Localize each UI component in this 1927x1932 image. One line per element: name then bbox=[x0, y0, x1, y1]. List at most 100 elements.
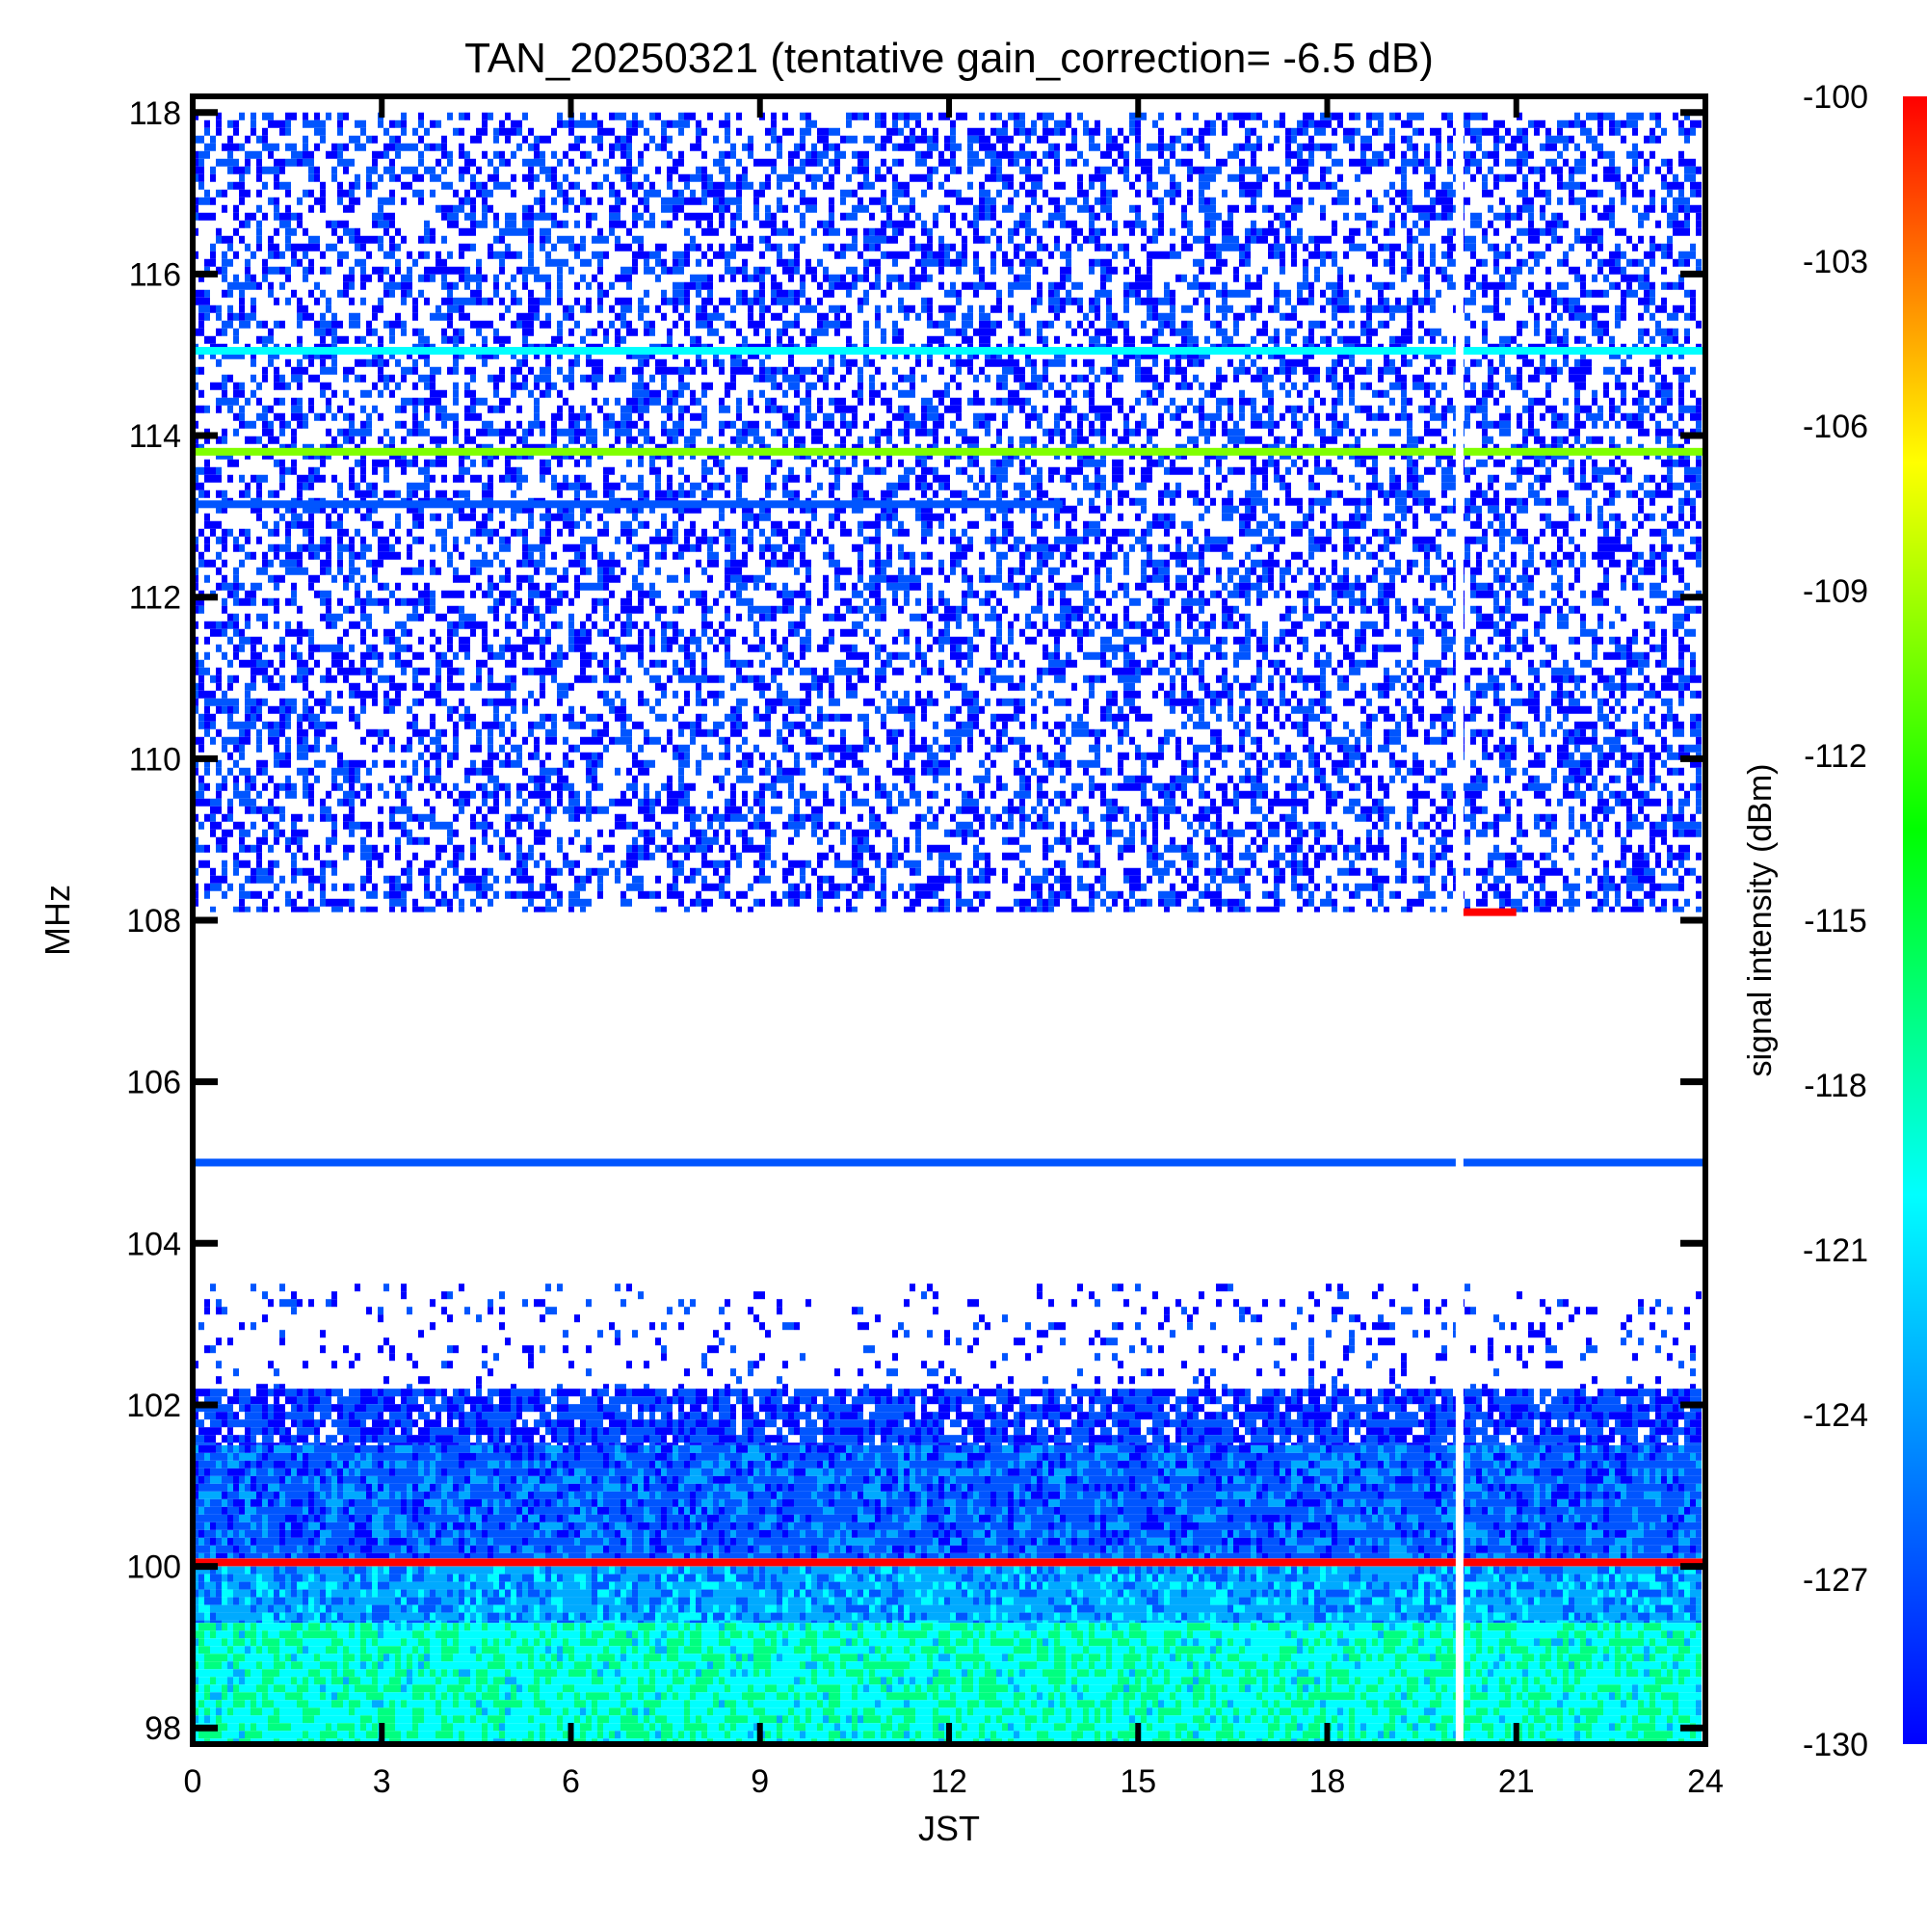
heat-cell bbox=[892, 329, 898, 336]
heat-cell bbox=[1638, 406, 1644, 413]
heat-cell bbox=[1181, 221, 1187, 228]
heat-cell bbox=[644, 128, 649, 136]
heat-cell bbox=[233, 398, 239, 406]
heat-cell bbox=[1563, 329, 1569, 336]
heat-cell bbox=[1632, 159, 1638, 167]
heat-cell bbox=[216, 305, 222, 313]
heat-cell bbox=[1100, 267, 1106, 275]
heat-cell bbox=[1222, 236, 1227, 244]
heat-cell bbox=[1638, 329, 1644, 336]
heat-cell bbox=[973, 205, 979, 213]
heat-cell bbox=[1493, 144, 1499, 151]
heat-cell bbox=[586, 359, 592, 367]
heat-cell bbox=[1650, 190, 1655, 198]
heat-cell bbox=[1372, 236, 1378, 244]
heat-cell bbox=[1349, 359, 1355, 367]
heat-cell bbox=[378, 213, 383, 221]
heat-cell bbox=[1216, 321, 1222, 329]
heat-cell bbox=[777, 282, 782, 290]
heat-cell bbox=[1251, 182, 1256, 190]
heat-cell bbox=[649, 267, 655, 275]
heat-cell bbox=[1251, 167, 1256, 174]
heat-cell bbox=[1308, 367, 1314, 375]
heat-cell bbox=[777, 429, 782, 437]
heat-cell bbox=[511, 221, 516, 228]
heat-cell bbox=[944, 174, 950, 182]
heat-cell bbox=[1482, 190, 1488, 198]
heat-cell bbox=[979, 182, 985, 190]
heat-cell bbox=[441, 267, 447, 275]
heat-cell bbox=[829, 421, 834, 429]
heat-cell bbox=[661, 244, 667, 251]
heat-cell bbox=[1037, 182, 1043, 190]
heat-cell bbox=[794, 267, 800, 275]
heat-cell bbox=[777, 151, 782, 159]
heat-cell bbox=[592, 159, 597, 167]
heat-cell bbox=[944, 383, 950, 390]
heat-cell bbox=[314, 113, 320, 120]
heat-cell bbox=[464, 190, 470, 198]
heat-cell bbox=[563, 221, 568, 228]
heat-cell bbox=[1129, 406, 1135, 413]
heat-cell bbox=[840, 413, 846, 421]
heat-cell bbox=[1216, 413, 1222, 421]
heat-cell bbox=[545, 375, 551, 383]
heat-cell bbox=[846, 267, 852, 275]
heat-cell bbox=[875, 113, 881, 120]
heat-cell bbox=[1210, 390, 1216, 398]
heat-cell bbox=[615, 429, 620, 437]
heat-cell bbox=[389, 190, 395, 198]
heat-cell bbox=[1314, 367, 1320, 375]
heat-cell bbox=[644, 290, 649, 298]
heat-cell bbox=[829, 290, 834, 298]
heat-cell bbox=[1008, 398, 1014, 406]
heat-cell bbox=[389, 290, 395, 298]
heat-cell bbox=[1054, 120, 1060, 128]
heat-cell bbox=[1482, 275, 1488, 282]
heat-cell bbox=[378, 151, 383, 159]
heat-cell bbox=[1499, 251, 1505, 259]
heat-cell bbox=[1609, 267, 1615, 275]
heat-cell bbox=[1008, 236, 1014, 244]
heat-cell bbox=[447, 413, 453, 421]
heat-cell bbox=[1089, 298, 1095, 305]
heat-cell bbox=[996, 167, 1002, 174]
heat-cell bbox=[950, 259, 956, 267]
heat-cell bbox=[262, 413, 268, 421]
heat-cell bbox=[464, 275, 470, 282]
heat-cell bbox=[644, 144, 649, 151]
heat-cell bbox=[1204, 282, 1210, 290]
heat-cell bbox=[1684, 259, 1690, 267]
heat-cell bbox=[1696, 182, 1702, 190]
heat-cell bbox=[1262, 329, 1268, 336]
heat-cell bbox=[1251, 198, 1256, 205]
heat-cell bbox=[395, 244, 401, 251]
heat-cell bbox=[366, 182, 372, 190]
heat-cell bbox=[632, 236, 638, 244]
heat-cell bbox=[1563, 336, 1569, 344]
heat-cell bbox=[470, 136, 476, 144]
heat-cell bbox=[1366, 305, 1372, 313]
heat-cell bbox=[1551, 159, 1557, 167]
heat-cell bbox=[1684, 198, 1690, 205]
heat-cell bbox=[910, 198, 915, 205]
heat-cell bbox=[1569, 305, 1574, 313]
heat-cell bbox=[378, 221, 383, 228]
heat-cell bbox=[1349, 275, 1355, 282]
heat-cell bbox=[1106, 390, 1112, 398]
heat-cell bbox=[1245, 236, 1251, 244]
heat-cell bbox=[1517, 383, 1522, 390]
heat-cell bbox=[482, 359, 488, 367]
heat-cell bbox=[846, 367, 852, 375]
heat-cell bbox=[1540, 359, 1545, 367]
heat-cell bbox=[1303, 174, 1308, 182]
heat-cell bbox=[852, 205, 858, 213]
heat-cell bbox=[1320, 128, 1326, 136]
heat-cell bbox=[395, 406, 401, 413]
heat-cell bbox=[1019, 167, 1025, 174]
heat-cell bbox=[540, 298, 545, 305]
heat-cell bbox=[1684, 167, 1690, 174]
heat-cell bbox=[285, 383, 291, 390]
heat-cell bbox=[1609, 174, 1615, 182]
heat-cell bbox=[678, 413, 684, 421]
